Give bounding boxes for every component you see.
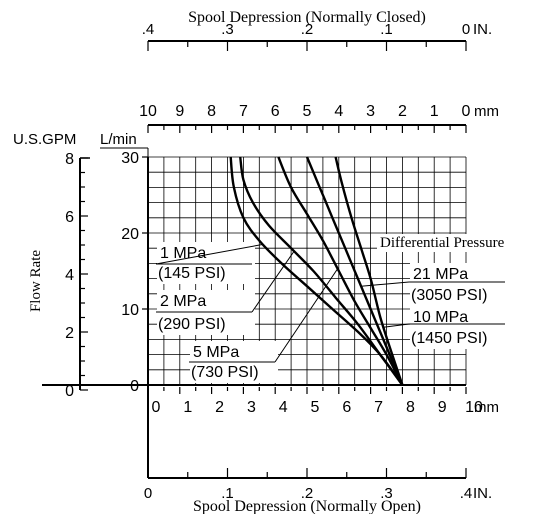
bottom-inch-tick-label: .1 [221,485,234,502]
top-mm-tick-label: 4 [334,103,343,120]
bottom-mm-tick-label: 4 [279,399,288,416]
label-21mpa-leader [361,281,410,287]
bottom-mm-tick-label: 8 [406,399,415,416]
gpm-tick-label: 2 [65,325,74,342]
label-1mpa-leader [155,243,264,265]
top-inch-tick-label: .3 [221,21,234,38]
bottom-mm-tick-label: 5 [311,399,320,416]
curve-2mpa [239,156,404,386]
label-1mpa-line2: (145 PSI) [158,265,226,282]
label-2mpa-line1: 2 MPa [160,293,206,310]
lpm-tick-label: 20 [121,226,139,243]
gpm-tick-label: 4 [65,267,74,284]
label-10mpa-bg [410,306,508,349]
bottom-inch-tick-label: .3 [380,485,393,502]
bottom-mm-tick-label: 1 [183,399,192,416]
curve-5mpa [277,156,404,386]
curves-layer [229,156,404,386]
bottom-inch-title: Spool Depression (Normally Open) [193,498,421,514]
bottom-mm-tick-label: 2 [215,399,224,416]
top-mm-tick-label: 2 [398,103,407,120]
bottom-mm-tick-label: 0 [152,399,161,416]
bottom-inch-tick-label: .4 [460,485,473,502]
label-21mpa-bg [410,263,508,306]
curve-1mpa [229,156,404,386]
bottom-mm-tick-label: 10 [465,399,483,416]
bottom-mm-tick-label: 3 [247,399,256,416]
top-mm-unit: mm [474,103,499,120]
label-2mpa-leader [251,250,295,313]
top-inch-tick-label: .4 [142,21,155,38]
top-inch-unit: IN. [473,21,492,38]
label-10mpa-line1: 10 MPa [413,309,468,326]
label-5mpa-line1: 5 MPa [193,344,239,361]
lpm-unit-label: L/min [100,131,137,148]
bottom-inch-tick-label: 0 [144,485,152,502]
lpm-tick-label: 0 [130,378,139,395]
top-mm-tick-label: 1 [430,103,439,120]
legend-title-bg [377,234,508,252]
bottom-mm-tick-label: 7 [374,399,383,416]
bottom-mm-tick-label: 6 [342,399,351,416]
gpm-tick-label: 6 [65,209,74,226]
top-mm-tick-label: 8 [207,103,216,120]
bottom-inch-tick-label: .2 [301,485,314,502]
top-mm-tick-label: 3 [366,103,375,120]
bottom-mm-tick-label: 9 [438,399,447,416]
label-10mpa-leader [383,323,410,328]
label-21mpa-line2: (3050 PSI) [411,287,487,304]
top-mm-tick-label: 6 [271,103,280,120]
lpm-tick-label: 30 [121,150,139,167]
label-10mpa-line2: (1450 PSI) [411,330,487,347]
top-inch-title: Spool Depression (Normally Closed) [188,9,426,26]
top-mm-tick-label: 10 [139,103,157,120]
curve-21mpa [305,156,404,386]
top-inch-tick-label: .2 [301,21,314,38]
curve-10mpa [334,156,404,386]
gpm-tick-label: 0 [65,383,74,400]
label-5mpa-leader [274,268,339,363]
legend-title: Differential Pressure [380,235,505,251]
label-1mpa-line1: 1 MPa [160,245,206,262]
gpm-tick-label: 8 [65,151,74,168]
top-mm-tick-label: 0 [462,103,471,120]
top-inch-tick-label: .1 [380,21,393,38]
gpm-unit-label: U.S.GPM [13,131,76,148]
lpm-tick-label: 10 [121,302,139,319]
label-2mpa-line2: (290 PSI) [158,316,226,333]
bottom-mm-unit: mm [474,399,499,416]
label-5mpa-line2: (730 PSI) [191,364,259,381]
bottom-inch-unit: IN. [473,485,492,502]
top-mm-tick-label: 9 [175,103,184,120]
top-mm-tick-label: 7 [239,103,248,120]
top-mm-tick-label: 5 [303,103,312,120]
flow-rate-label: Flow Rate [28,250,44,312]
top-inch-tick-label: 0 [462,21,470,38]
label-21mpa-line1: 21 MPa [413,266,468,283]
labels-layer: 1 MPa (145 PSI) 2 MPa (290 PSI) 5 MPa (730 PS… [155,234,508,383]
